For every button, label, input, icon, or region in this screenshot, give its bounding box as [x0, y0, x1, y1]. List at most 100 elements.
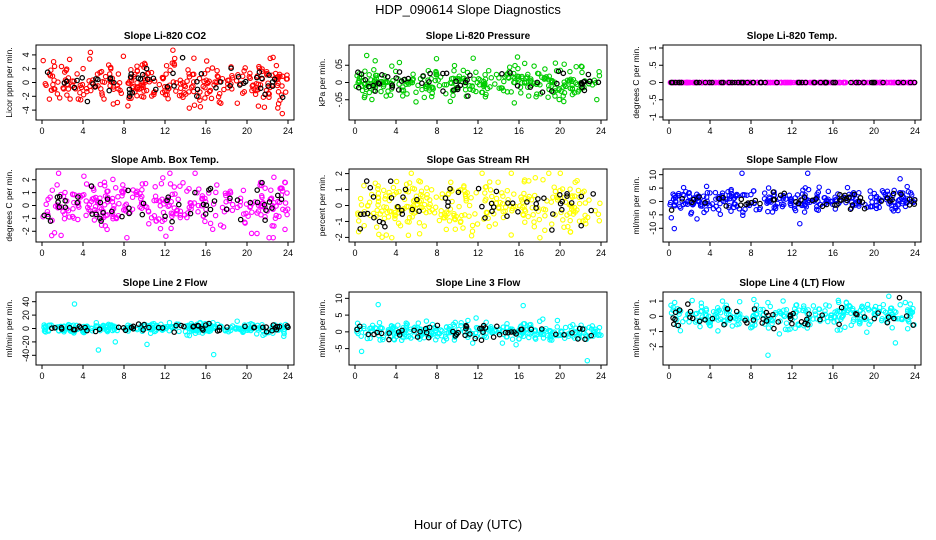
data-point	[461, 184, 467, 190]
data-point	[375, 202, 381, 208]
data-point-black	[135, 321, 142, 327]
data-point	[58, 63, 65, 70]
data-point-black	[848, 79, 854, 86]
data-point	[867, 188, 873, 194]
data-point	[791, 205, 798, 212]
data-point	[472, 330, 479, 337]
data-point	[92, 203, 99, 210]
data-point-black	[399, 211, 406, 217]
data-point-black	[146, 324, 152, 331]
data-point	[567, 217, 573, 224]
data-point	[486, 223, 492, 230]
data-points	[353, 52, 603, 106]
data-point	[78, 84, 85, 91]
data-point-black	[55, 199, 61, 205]
panel-2: Slope Li-820 Pressure 0 4 8 12 16 20 24 -.05 0 .05…	[317, 31, 608, 136]
data-point-black	[76, 323, 83, 330]
data-point-black	[217, 79, 224, 85]
data-point-black	[234, 197, 241, 203]
x-tick-label: 20	[555, 126, 565, 136]
data-point	[215, 93, 222, 100]
data-point	[112, 339, 119, 345]
data-point-black	[718, 79, 725, 86]
data-point	[813, 206, 820, 213]
data-point	[508, 232, 514, 238]
data-point-black	[257, 85, 264, 92]
data-point	[887, 308, 894, 314]
data-point	[486, 179, 493, 185]
data-point-black	[832, 202, 838, 208]
data-point	[277, 185, 283, 192]
x-tick-label: 8	[434, 248, 439, 258]
x-tick-label: 24	[596, 126, 606, 136]
data-point	[703, 194, 710, 200]
data-point-black	[504, 213, 510, 220]
data-point	[397, 222, 404, 229]
data-point	[169, 213, 175, 220]
data-point-black	[709, 315, 716, 322]
data-point	[120, 182, 126, 188]
data-point	[382, 196, 388, 202]
data-point	[101, 202, 108, 208]
data-point	[261, 104, 268, 110]
data-point	[421, 223, 428, 229]
data-point	[242, 220, 248, 226]
data-point	[910, 305, 916, 312]
data-point	[210, 201, 217, 207]
data-point	[554, 324, 561, 330]
y-tick-label: 5	[334, 313, 344, 318]
data-point	[567, 186, 573, 192]
data-point-black	[405, 75, 412, 82]
data-point-black	[97, 215, 103, 222]
data-point-black	[832, 79, 839, 86]
data-point	[832, 194, 838, 200]
data-point	[540, 206, 547, 212]
y-tick-label: -.05	[334, 92, 344, 108]
data-point-black	[266, 72, 272, 78]
data-point-black	[702, 79, 709, 86]
data-point	[765, 318, 772, 324]
data-point	[598, 332, 604, 338]
data-point-black	[447, 186, 453, 192]
data-point-black	[538, 326, 545, 332]
data-point	[469, 222, 476, 229]
data-point-black	[402, 186, 409, 193]
data-point	[404, 91, 410, 97]
data-point	[384, 209, 390, 216]
data-point	[191, 102, 198, 108]
data-point	[406, 180, 413, 186]
y-tick-label: -5	[648, 211, 658, 219]
data-point	[107, 64, 114, 71]
data-point-black	[224, 324, 230, 330]
data-point	[58, 232, 64, 239]
data-point-black	[241, 80, 247, 87]
data-point-black	[387, 178, 394, 185]
data-point	[753, 311, 759, 318]
data-point	[438, 211, 444, 218]
data-point	[744, 192, 750, 198]
y-tick-label: 2	[334, 171, 344, 176]
data-point-black	[128, 324, 135, 331]
data-point	[596, 218, 603, 224]
data-point	[730, 314, 736, 321]
data-point-black	[534, 79, 541, 86]
data-point-black	[733, 308, 740, 315]
x-tick-label: 4	[393, 126, 398, 136]
data-points	[40, 170, 291, 241]
x-tick-label: 4	[80, 371, 85, 381]
data-point-black	[79, 75, 86, 81]
data-point-black	[367, 184, 374, 191]
data-point	[421, 94, 428, 101]
data-point	[569, 91, 576, 98]
data-point	[214, 67, 220, 74]
data-point	[382, 193, 389, 199]
data-point	[214, 73, 221, 79]
data-point	[597, 200, 603, 207]
data-point	[95, 347, 102, 353]
data-point	[542, 66, 548, 72]
data-point	[697, 323, 703, 330]
data-point	[94, 323, 100, 330]
data-point	[158, 180, 165, 187]
data-point-black	[259, 75, 265, 82]
data-point	[62, 189, 68, 196]
